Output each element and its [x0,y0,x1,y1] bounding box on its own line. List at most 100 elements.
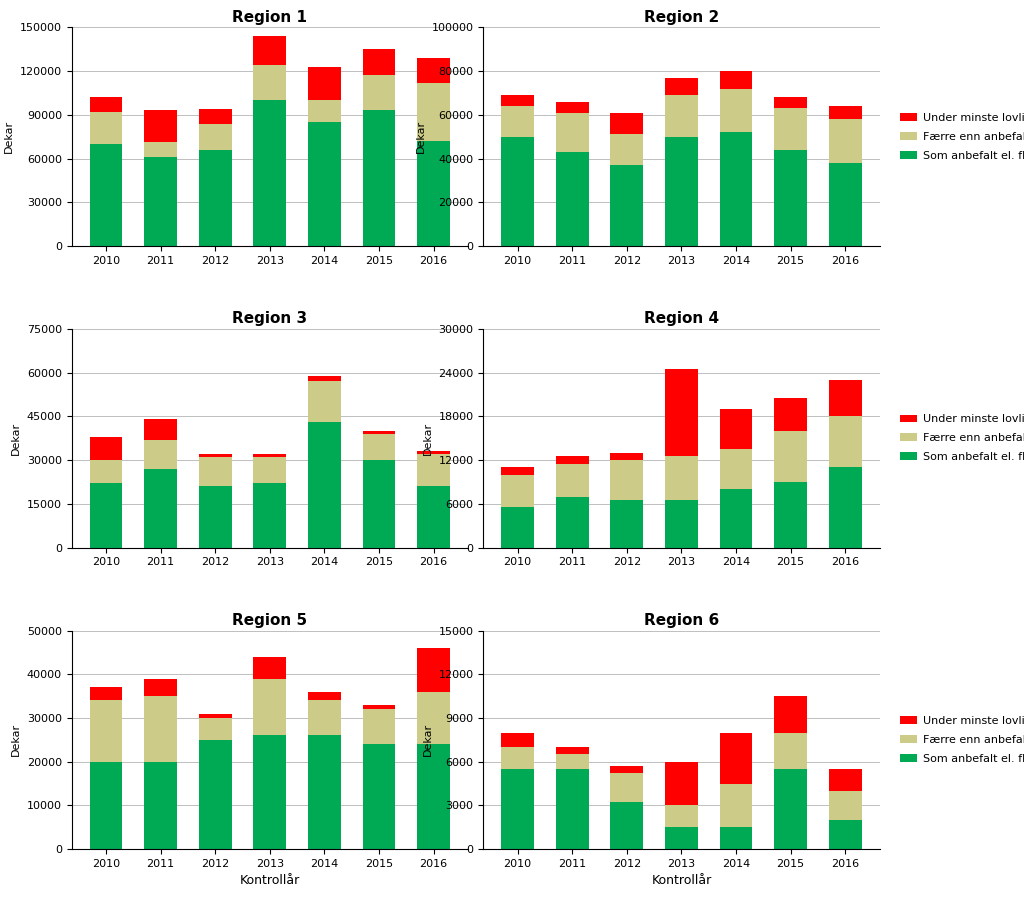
Bar [665,827,697,849]
Bar [720,89,753,132]
Y-axis label: Dekar: Dekar [416,121,426,153]
Bar [362,76,395,110]
Bar [308,422,341,548]
Bar [254,678,287,736]
Bar [418,487,451,548]
Bar [502,95,535,106]
Bar [90,700,123,761]
Legend: Under minste lovlige, Færre enn anbefalt, Som anbefalt el. flere: Under minste lovlige, Færre enn anbefalt… [900,716,1024,763]
Bar [720,732,753,783]
Bar [610,500,643,548]
Bar [199,457,231,487]
Bar [774,150,807,246]
Bar [254,65,287,100]
Bar [90,483,123,548]
Bar [610,112,643,134]
Bar [308,67,341,100]
Bar [828,163,861,246]
Bar [828,380,861,416]
Bar [610,766,643,773]
Bar [418,58,451,83]
Bar [254,100,287,246]
Y-axis label: Dekar: Dekar [11,422,22,455]
Bar [610,773,643,803]
Bar [665,456,697,500]
Bar [90,98,123,112]
Bar [502,508,535,548]
Bar [556,769,589,849]
Bar [720,71,753,89]
Bar [254,483,287,548]
Bar [665,95,697,137]
Bar [199,109,231,123]
Bar [308,122,341,246]
Bar [254,37,287,65]
Bar [556,747,589,754]
Bar [418,648,451,692]
Bar [610,453,643,460]
X-axis label: Kontrollår: Kontrollår [651,875,712,887]
Bar [610,165,643,246]
Bar [144,696,177,761]
Bar [418,692,451,744]
Bar [199,718,231,740]
Bar [556,754,589,769]
Bar [774,109,807,150]
Bar [308,736,341,849]
Bar [720,827,753,849]
Bar [502,137,535,246]
Bar [90,112,123,144]
Title: Region 6: Region 6 [644,613,719,628]
Bar [556,464,589,497]
Y-axis label: Dekar: Dekar [423,422,433,455]
Bar [720,489,753,548]
Bar [144,419,177,440]
Bar [254,736,287,849]
Bar [308,382,341,422]
Bar [199,455,231,457]
Bar [199,123,231,150]
Bar [774,732,807,769]
Bar [362,434,395,460]
Bar [144,110,177,142]
Bar [610,460,643,500]
Bar [418,83,451,141]
Bar [90,460,123,483]
Y-axis label: Dekar: Dekar [423,723,433,756]
Bar [502,467,535,475]
Bar [610,134,643,165]
Bar [774,98,807,109]
Bar [502,732,535,747]
Title: Region 4: Region 4 [644,311,719,327]
Bar [90,436,123,460]
Bar [144,440,177,469]
Bar [828,467,861,548]
Bar [362,709,395,744]
Bar [774,398,807,431]
Bar [502,747,535,769]
Bar [556,456,589,464]
Bar [308,700,341,736]
Bar [774,431,807,482]
Bar [665,500,697,548]
Bar [720,409,753,449]
Bar [90,761,123,849]
Bar [199,150,231,246]
Bar [144,142,177,157]
Bar [556,101,589,112]
Bar [720,132,753,246]
Bar [556,112,589,152]
Bar [418,451,451,455]
Bar [665,805,697,827]
Bar [362,431,395,434]
Bar [774,696,807,732]
Bar [665,78,697,95]
X-axis label: Kontrollår: Kontrollår [240,875,300,887]
Bar [308,100,341,122]
Bar [199,740,231,849]
Legend: Under minste lovlige, Færre enn anbefalt, Som anbefalt el. flere: Under minste lovlige, Færre enn anbefalt… [900,113,1024,161]
Bar [828,769,861,791]
Bar [418,744,451,849]
Bar [362,49,395,76]
Legend: Under minste lovlige, Færre enn anbefalt, Som anbefalt el. flere: Under minste lovlige, Færre enn anbefalt… [900,415,1024,462]
